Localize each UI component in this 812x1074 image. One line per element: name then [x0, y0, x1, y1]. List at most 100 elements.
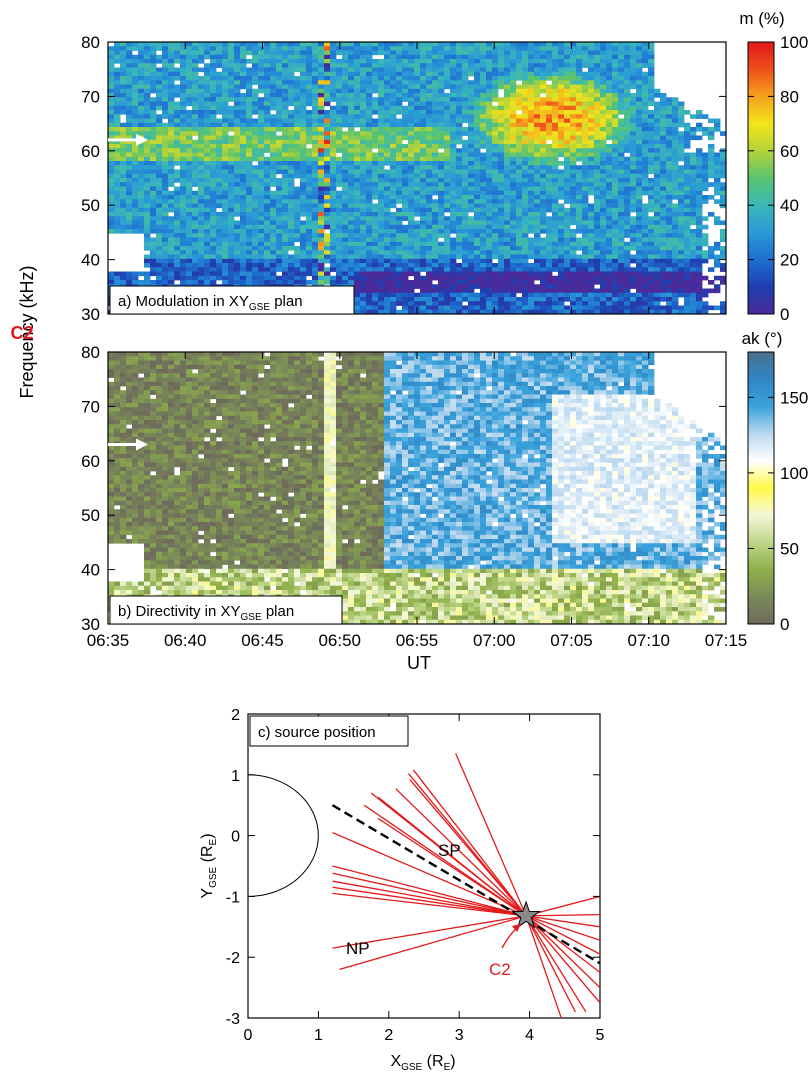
heatmap-cell: [342, 67, 349, 73]
heatmap-cell: [144, 122, 151, 128]
heatmap-cell: [534, 97, 541, 102]
heatmap-cell: [138, 178, 145, 183]
heatmap-cell: [576, 220, 583, 226]
heatmap-cell: [426, 169, 433, 175]
heatmap-cell: [408, 169, 415, 175]
heatmap-cell: [348, 178, 355, 183]
heatmap-cell: [456, 80, 463, 85]
heatmap-cell: [522, 207, 529, 213]
heatmap-cell: [528, 203, 535, 209]
heatmap-cell: [450, 241, 457, 247]
heatmap-cell: [516, 169, 523, 175]
heatmap-cell: [390, 233, 397, 238]
heatmap-cell: [162, 190, 169, 196]
heatmap-cell: [120, 161, 127, 166]
heatmap-cell: [276, 42, 283, 47]
heatmap-cell: [462, 173, 469, 179]
heatmap-cell: [414, 186, 421, 192]
heatmap-cell: [258, 207, 265, 213]
heatmap-cell: [318, 148, 325, 153]
heatmap-cell: [540, 165, 547, 170]
heatmap-cell: [372, 165, 379, 170]
heatmap-cell: [198, 135, 205, 141]
heatmap-cell: [516, 284, 523, 289]
heatmap-cell: [432, 216, 439, 221]
heatmap-cell: [486, 173, 493, 179]
heatmap-cell: [174, 207, 181, 213]
heatmap-cell: [264, 88, 271, 94]
heatmap-cell: [546, 241, 553, 247]
heatmap-cell: [180, 216, 187, 221]
heatmap-cell: [354, 173, 361, 179]
heatmap-cell: [450, 131, 457, 136]
heatmap-cell: [522, 59, 529, 64]
heatmap-cell: [444, 267, 451, 272]
heatmap-cell: [330, 254, 337, 260]
heatmap-cell: [558, 203, 565, 209]
heatmap-cell: [462, 216, 469, 221]
heatmap-cell: [588, 152, 595, 158]
heatmap-cell: [318, 224, 325, 230]
heatmap-cell: [414, 105, 421, 111]
heatmap-cell: [552, 67, 559, 73]
heatmap-cell: [516, 203, 523, 209]
heatmap-cell: [438, 275, 445, 281]
heatmap-cell: [126, 139, 133, 145]
heatmap-cell: [486, 127, 493, 132]
heatmap-cell: [528, 88, 535, 94]
heatmap-cell: [414, 292, 421, 298]
heatmap-cell: [588, 246, 595, 251]
heatmap-cell: [582, 135, 589, 141]
heatmap-cell: [216, 152, 223, 158]
heatmap-cell: [546, 305, 553, 311]
heatmap-cell: [552, 131, 559, 136]
heatmap-cell: [414, 263, 421, 268]
heatmap-cell: [414, 135, 421, 141]
heatmap-cell: [342, 50, 349, 56]
heatmap-cell: [306, 233, 313, 238]
heatmap-cell: [510, 182, 517, 187]
heatmap-cell: [390, 76, 397, 81]
heatmap-cell: [168, 220, 175, 226]
heatmap-cell: [420, 254, 427, 260]
heatmap-cell: [510, 309, 517, 314]
heatmap-cell: [198, 97, 205, 102]
heatmap-cell: [504, 127, 511, 132]
heatmap-cell: [432, 110, 439, 115]
heatmap-cell: [528, 301, 535, 306]
heatmap-cell: [354, 275, 361, 281]
heatmap-cell: [474, 301, 481, 306]
heatmap-cell: [450, 148, 457, 153]
heatmap-cell: [276, 178, 283, 183]
heatmap-cell: [276, 203, 283, 209]
heatmap-cell: [456, 288, 463, 294]
heatmap-cell: [504, 212, 511, 217]
heatmap-cell: [282, 76, 289, 81]
heatmap-cell: [486, 199, 493, 204]
heatmap-cell: [114, 71, 121, 77]
heatmap-cell: [378, 148, 385, 153]
heatmap-cell: [588, 97, 595, 102]
heatmap-cell: [378, 246, 385, 251]
heatmap-cell: [372, 152, 379, 158]
heatmap-cell: [216, 50, 223, 56]
heatmap-cell: [456, 127, 463, 132]
heatmap-cell: [210, 237, 217, 243]
heatmap-cell: [204, 93, 211, 98]
heatmap-cell: [336, 59, 343, 64]
heatmap-cell: [576, 131, 583, 136]
heatmap-cell: [360, 212, 367, 217]
heatmap-cell: [498, 182, 505, 187]
heatmap-cell: [162, 127, 169, 132]
heatmap-cell: [330, 267, 337, 272]
heatmap-cell: [162, 54, 169, 60]
heatmap-cell: [174, 93, 181, 98]
heatmap-cell: [540, 54, 547, 60]
heatmap-cell: [594, 80, 601, 85]
heatmap-cell: [534, 50, 541, 56]
heatmap-cell: [444, 233, 451, 238]
heatmap-cell: [186, 271, 193, 277]
heatmap-cell: [210, 246, 217, 251]
heatmap-cell: [186, 199, 193, 204]
heatmap-cell: [396, 284, 403, 289]
